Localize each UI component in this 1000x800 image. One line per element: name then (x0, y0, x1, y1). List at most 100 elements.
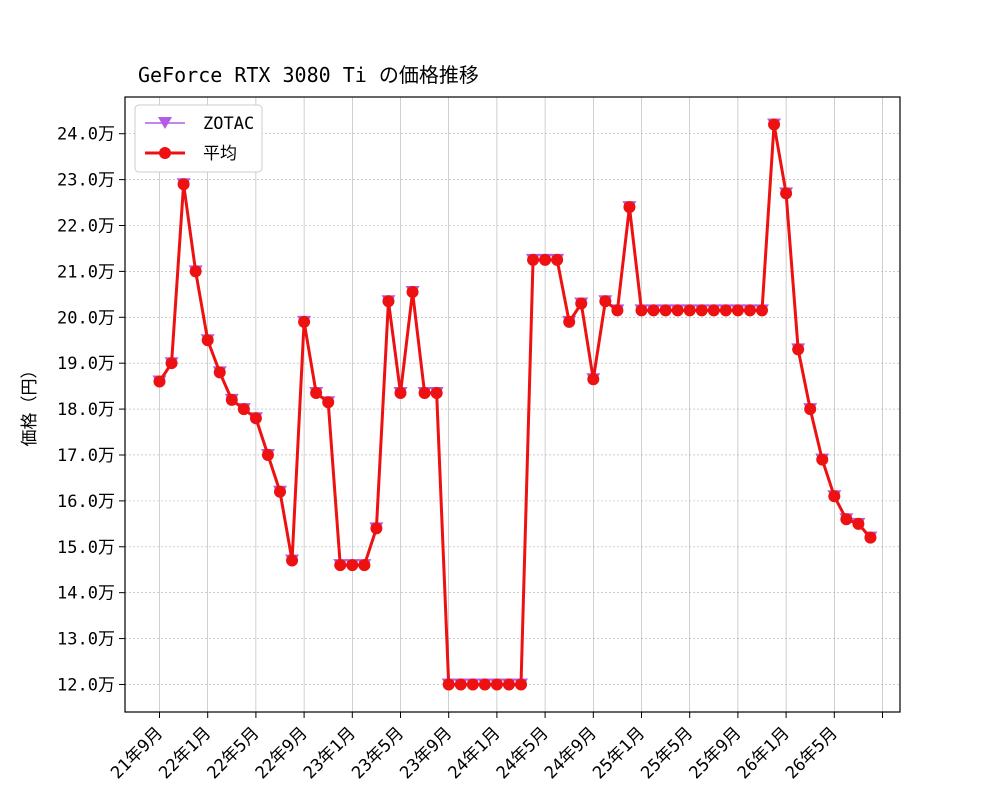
average-point (370, 522, 383, 535)
legend-zotac-label: ZOTAC (203, 114, 254, 134)
y-tick-label: 15.0万 (57, 538, 115, 558)
y-tick-label: 19.0万 (57, 354, 115, 374)
plot-frame (124, 96, 901, 713)
x-tick-label: 26年5月 (782, 723, 842, 783)
average-point (623, 201, 636, 214)
average-point (249, 412, 262, 425)
x-tick-label: 26年1月 (734, 723, 794, 783)
average-point (237, 403, 250, 416)
chart-title: GeForce RTX 3080 Ti の価格推移 (138, 63, 479, 87)
average-series-line (158, 123, 872, 686)
average-point (719, 304, 732, 317)
y-tick-label: 23.0万 (57, 171, 115, 191)
average-point (551, 253, 564, 266)
average-point (563, 315, 576, 328)
average-point (828, 490, 841, 503)
legend: ZOTAC 平均 (134, 104, 263, 173)
x-tick-label: 21年9月 (107, 723, 167, 783)
y-tick-label: 12.0万 (57, 675, 115, 695)
average-point (274, 485, 286, 498)
x-tick-label: 25年1月 (589, 723, 649, 783)
average-point (153, 375, 166, 388)
average-point (430, 387, 443, 400)
y-tick-label: 16.0万 (57, 492, 115, 512)
average-point (478, 678, 491, 691)
average-point (286, 554, 299, 567)
average-point (587, 373, 600, 386)
average-point (707, 304, 720, 317)
average-point (731, 304, 744, 317)
average-point (201, 334, 214, 347)
y-tick-label: 22.0万 (57, 217, 115, 237)
y-axis-label: 価格（円） (20, 362, 40, 447)
average-point (743, 304, 756, 317)
zotac-series-line (158, 124, 872, 686)
average-point (213, 366, 226, 379)
x-tick-label: 22年9月 (252, 723, 312, 783)
average-point (490, 678, 503, 691)
average-point (298, 315, 311, 328)
average-point (683, 304, 696, 317)
x-tick-label: 24年9月 (541, 723, 601, 783)
average-point (515, 678, 527, 691)
average-point (659, 304, 672, 317)
average-point (177, 178, 190, 191)
average-point (466, 678, 479, 691)
average-point (261, 448, 274, 461)
average-point (599, 295, 612, 308)
y-tick-label: 17.0万 (57, 446, 115, 466)
x-tick-label: 24年5月 (493, 723, 553, 783)
x-tick-label: 23年9月 (396, 723, 456, 783)
x-tick-label: 22年5月 (204, 723, 264, 783)
series-layer (152, 118, 878, 691)
average-point (189, 265, 202, 278)
legend-average-label: 平均 (203, 144, 237, 164)
average-point (647, 304, 660, 317)
x-tick-label: 22年1月 (155, 723, 215, 783)
average-point (756, 304, 768, 317)
average-point (165, 357, 178, 370)
y-tick-label: 18.0万 (57, 400, 115, 420)
x-tick-label: 25年5月 (637, 723, 697, 783)
average-point (310, 387, 323, 400)
average-point (539, 253, 552, 266)
y-tick-label: 24.0万 (57, 125, 115, 145)
x-tick-label: 23年5月 (348, 723, 408, 783)
average-point (852, 517, 865, 530)
average-point (635, 304, 648, 317)
average-point (358, 559, 371, 572)
average-point (611, 304, 624, 317)
average-point (346, 559, 359, 572)
average-point (406, 286, 419, 299)
average-point (780, 187, 793, 200)
y-tick-label: 21.0万 (57, 262, 115, 282)
average-point (322, 396, 335, 409)
x-tick-label: 24年1月 (445, 723, 505, 783)
average-point (454, 678, 467, 691)
average-point (792, 343, 805, 356)
y-tick-label: 14.0万 (57, 584, 115, 604)
average-point (816, 453, 829, 466)
y-tick-label: 13.0万 (57, 630, 115, 650)
average-point (394, 387, 407, 400)
average-point (575, 297, 588, 310)
average-point (334, 559, 347, 572)
x-tick-label: 25年9月 (686, 723, 746, 783)
average-point (695, 304, 708, 317)
average-point (840, 513, 853, 526)
average-point (527, 253, 540, 266)
average-point (225, 393, 238, 406)
average-point (382, 295, 395, 308)
average-point (864, 531, 877, 544)
y-tick-label: 20.0万 (57, 308, 115, 328)
x-tick-label: 23年1月 (300, 723, 360, 783)
legend-average-marker (159, 147, 171, 159)
average-point (671, 304, 684, 317)
average-point (442, 678, 455, 691)
legend-zotac-marker (158, 117, 172, 129)
average-point (502, 678, 515, 691)
average-point (768, 118, 781, 131)
average-point (418, 387, 431, 400)
average-point (804, 403, 817, 416)
